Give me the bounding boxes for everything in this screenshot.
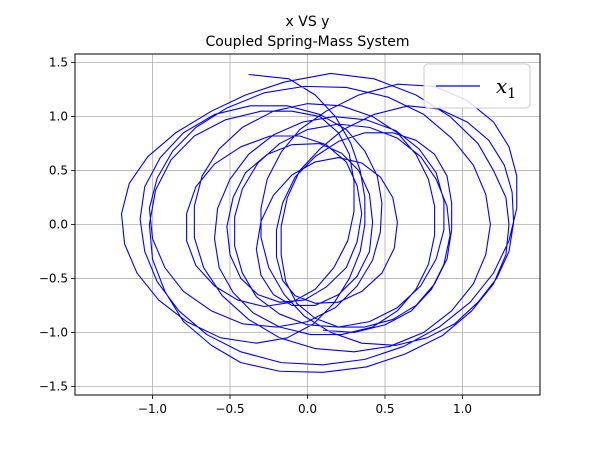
x-tick-label: 0.5 xyxy=(375,402,394,416)
y-tick-label: −1.5 xyxy=(39,379,68,393)
x-tick-label: −1.0 xyxy=(138,402,167,416)
y-tick-label: 0.5 xyxy=(49,164,68,178)
axis-ticks: −1.0 −0.5 0.0 0.5 1.0 −1.5 −1.0 −0.5 0.0 0.5 1.0 1.… xyxy=(39,56,472,416)
x-tick-label: −0.5 xyxy=(215,402,244,416)
y-tick-label: 1.0 xyxy=(49,110,68,124)
legend-label-x1: x1 xyxy=(496,74,516,102)
chart-title: x VS y xyxy=(286,14,330,30)
y-tick-label: −0.5 xyxy=(39,271,68,285)
chart-subtitle: Coupled Spring-Mass System xyxy=(205,34,409,50)
y-tick-label: 0.0 xyxy=(49,218,68,232)
x-tick-label: 1.0 xyxy=(453,402,472,416)
legend: x1 xyxy=(423,63,531,109)
series-line-x1 xyxy=(120,72,518,373)
y-tick-label: 1.5 xyxy=(49,56,68,70)
plot-area xyxy=(120,72,518,373)
y-tick-label: −1.0 xyxy=(39,325,68,339)
x-tick-label: 0.0 xyxy=(298,402,317,416)
legend-label-subscript: 1 xyxy=(507,86,516,102)
legend-label-name: x xyxy=(496,74,507,98)
